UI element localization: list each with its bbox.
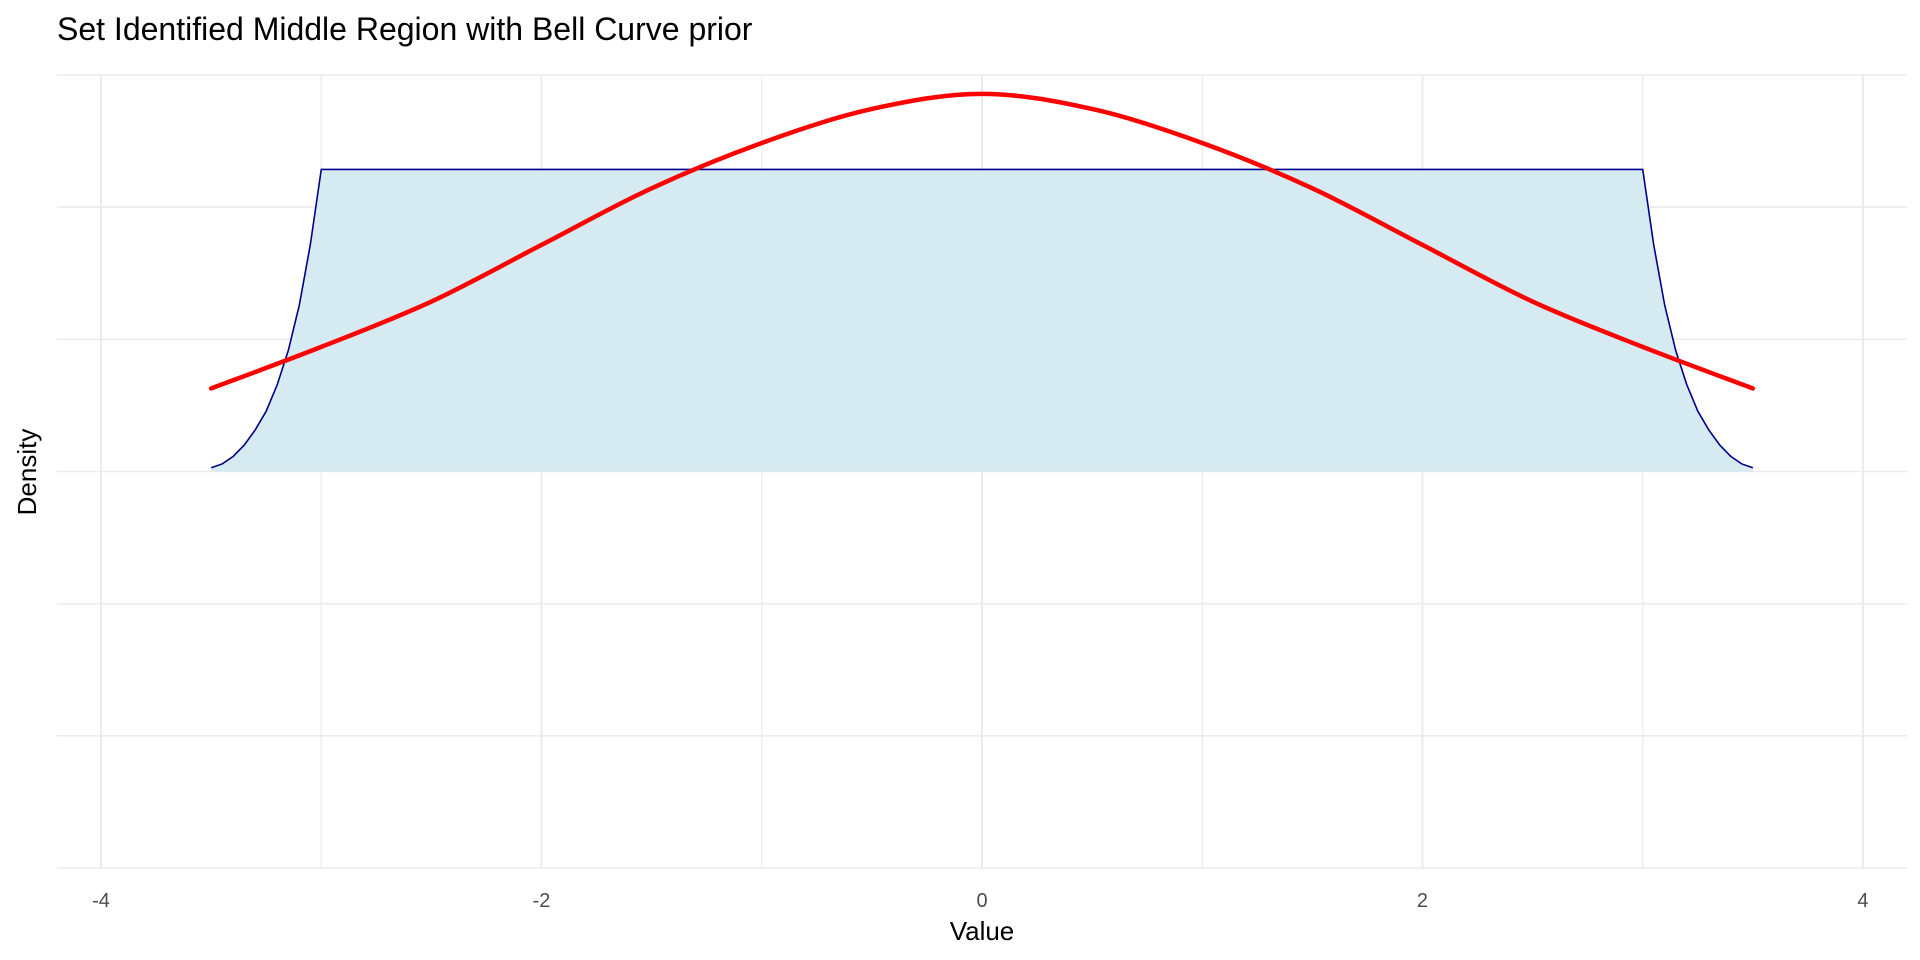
x-tick-label: -2 [533,890,551,912]
x-tick-label: 2 [1417,890,1428,912]
x-tick-label: -4 [92,890,110,912]
chart-title: Set Identified Middle Region with Bell C… [57,11,753,47]
bell-curve-line [208,91,1756,391]
y-axis-title: Density [12,429,42,516]
x-axis-title: Value [950,916,1015,946]
x-tick-labels: -4 -2 0 2 4 [92,890,1868,912]
area-fill [211,169,1753,472]
area-outline [210,168,1754,469]
line-series [208,91,1756,391]
x-tick-label: 0 [976,890,987,912]
x-tick-label: 4 [1857,890,1868,912]
area-series [210,168,1754,472]
